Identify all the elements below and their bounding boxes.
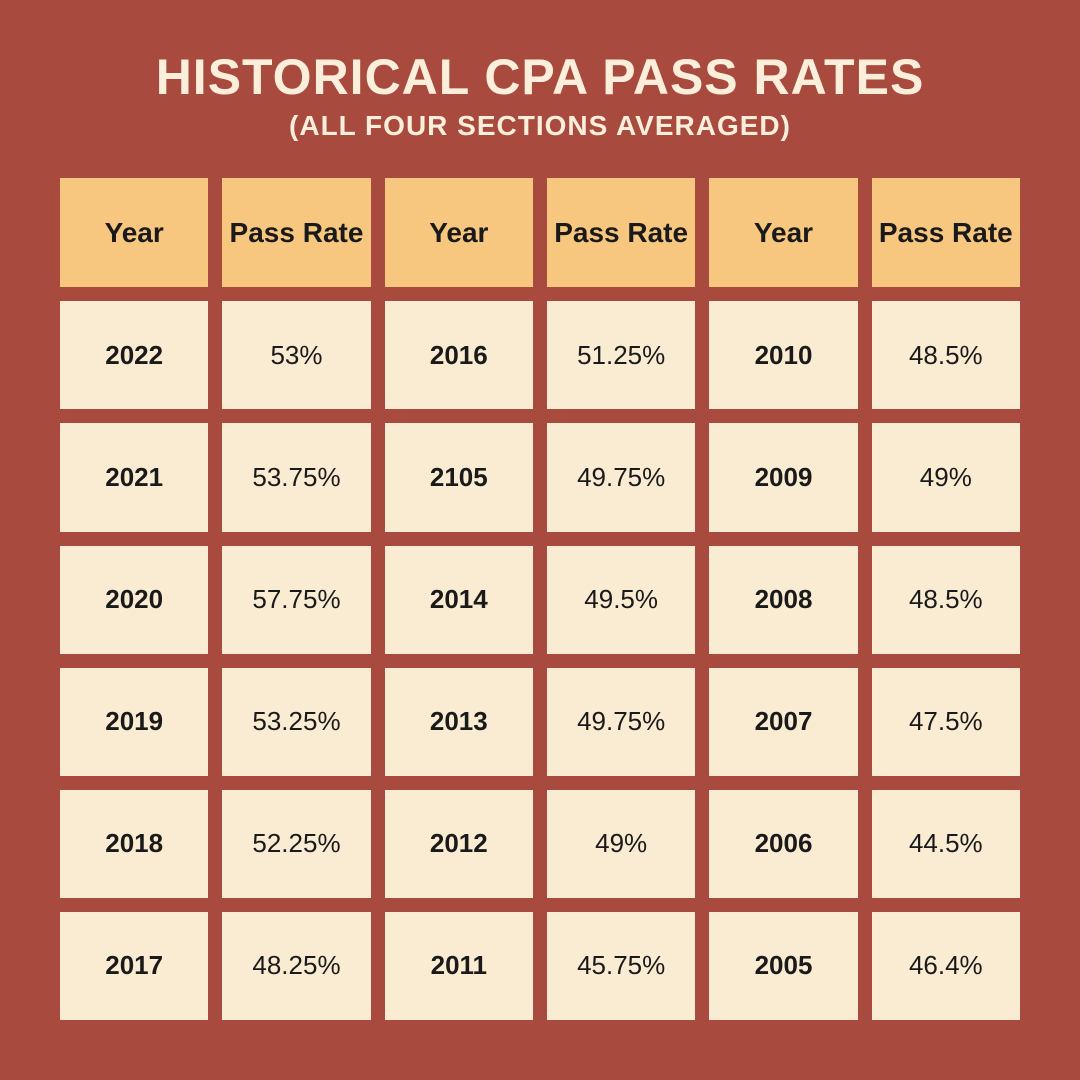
table-cell-rate: 49% [872,423,1020,531]
table-cell-rate: 53.25% [222,668,370,776]
table-cell-year: 2019 [60,668,208,776]
pass-rates-table: Year Pass Rate Year Pass Rate Year Pass … [60,178,1020,1020]
table-cell-year: 2014 [385,546,533,654]
table-cell-year: 2007 [709,668,857,776]
table-cell-year: 2010 [709,301,857,409]
table-cell-year: 2020 [60,546,208,654]
table-cell-rate: 52.25% [222,790,370,898]
table-cell-rate: 53.75% [222,423,370,531]
column-header-year: Year [709,178,857,287]
table-cell-rate: 49.75% [547,423,695,531]
table-cell-year: 2011 [385,912,533,1020]
table-cell-rate: 57.75% [222,546,370,654]
table-cell-rate: 47.5% [872,668,1020,776]
table-cell-year: 2016 [385,301,533,409]
table-cell-rate: 48.5% [872,301,1020,409]
table-cell-year: 2018 [60,790,208,898]
table-cell-year: 2013 [385,668,533,776]
column-header-pass-rate: Pass Rate [547,178,695,287]
table-cell-rate: 49.5% [547,546,695,654]
table-cell-rate: 48.25% [222,912,370,1020]
table-cell-year: 2006 [709,790,857,898]
table-cell-rate: 44.5% [872,790,1020,898]
table-cell-rate: 49% [547,790,695,898]
table-cell-rate: 46.4% [872,912,1020,1020]
column-header-year: Year [60,178,208,287]
column-header-pass-rate: Pass Rate [872,178,1020,287]
table-cell-year: 2021 [60,423,208,531]
table-cell-year: 2022 [60,301,208,409]
table-cell-year: 2105 [385,423,533,531]
table-cell-year: 2009 [709,423,857,531]
table-cell-year: 2005 [709,912,857,1020]
page-subtitle: (ALL FOUR SECTIONS AVERAGED) [289,110,791,142]
column-header-pass-rate: Pass Rate [222,178,370,287]
table-cell-year: 2012 [385,790,533,898]
page-title: HISTORICAL CPA PASS RATES [156,48,925,106]
table-cell-rate: 45.75% [547,912,695,1020]
table-cell-rate: 53% [222,301,370,409]
table-cell-year: 2017 [60,912,208,1020]
column-header-year: Year [385,178,533,287]
table-cell-rate: 49.75% [547,668,695,776]
table-cell-rate: 48.5% [872,546,1020,654]
table-cell-year: 2008 [709,546,857,654]
table-cell-rate: 51.25% [547,301,695,409]
